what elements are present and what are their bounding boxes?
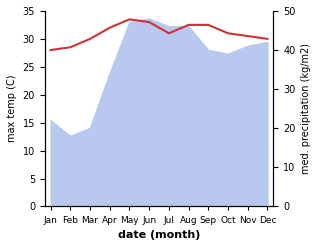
X-axis label: date (month): date (month) [118,230,200,240]
Y-axis label: max temp (C): max temp (C) [7,75,17,143]
Y-axis label: med. precipitation (kg/m2): med. precipitation (kg/m2) [301,43,311,174]
